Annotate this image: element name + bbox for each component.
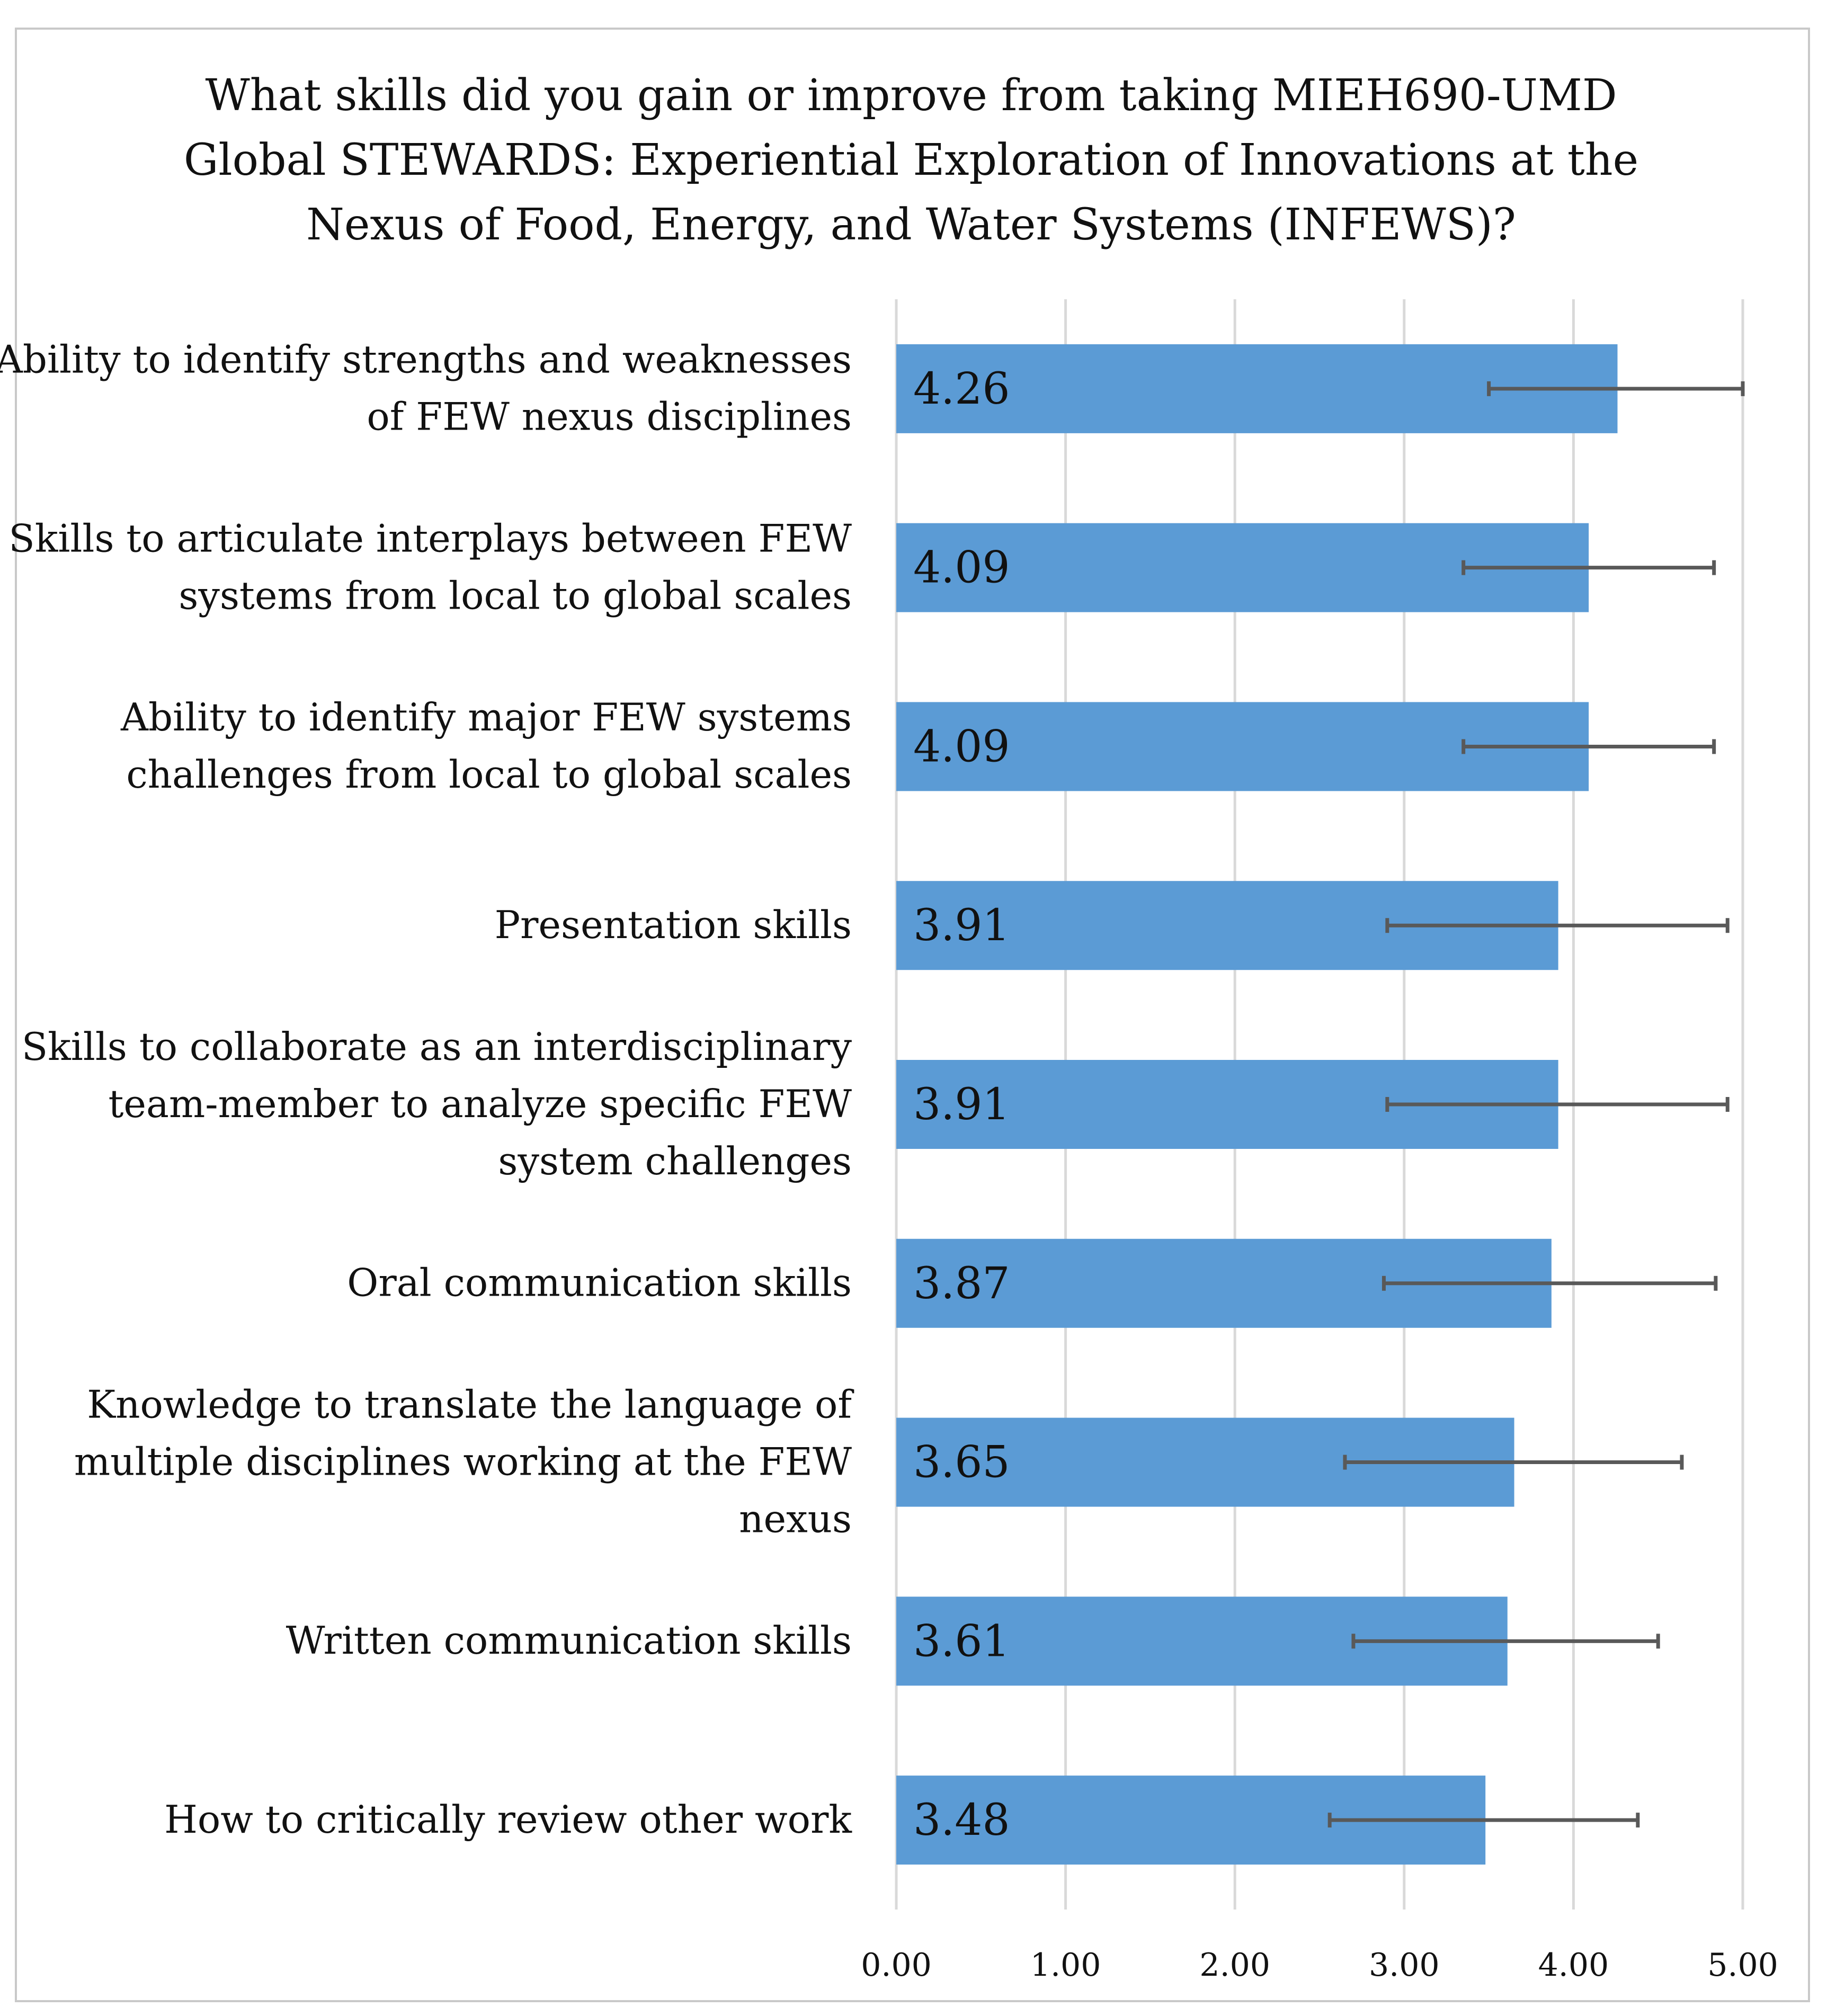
- category-label-line: Written communication skills: [286, 1618, 852, 1663]
- x-tick-label: 5.00: [1707, 1947, 1778, 1984]
- category-label-line: Knowledge to translate the language of: [87, 1382, 854, 1426]
- error-bar: [1461, 560, 1716, 575]
- category-label-line: Skills to articulate interplays between …: [8, 516, 852, 560]
- category-label: Presentation skills: [495, 903, 852, 947]
- category-label-line: Presentation skills: [495, 903, 852, 947]
- category-label-line: challenges from local to global scales: [126, 752, 852, 797]
- category-label: How to critically review other work: [164, 1797, 852, 1842]
- bar-value-label: 4.09: [913, 721, 1010, 772]
- error-bar: [1351, 1634, 1660, 1649]
- error-bar: [1385, 918, 1730, 933]
- category-label-line: Oral communication skills: [347, 1261, 852, 1305]
- x-tick-label: 1.00: [1030, 1947, 1101, 1984]
- error-bar-layer: [1327, 381, 1745, 1828]
- category-label: Ability to identify strengths and weakne…: [0, 337, 852, 439]
- category-label-layer: Ability to identify strengths and weakne…: [0, 337, 854, 1842]
- bar-value-label: 4.26: [913, 364, 1010, 414]
- x-tick-label: 4.00: [1538, 1947, 1609, 1984]
- category-label: Oral communication skills: [347, 1261, 852, 1305]
- chart-title: What skills did you gain or improve from…: [64, 64, 1759, 257]
- category-label: Ability to identify major FEW systems cha…: [120, 695, 852, 797]
- x-tick-label: 2.00: [1199, 1947, 1270, 1984]
- category-label: Knowledge to translate the language of mu…: [74, 1382, 854, 1541]
- bar-value-label: 3.87: [913, 1259, 1010, 1309]
- category-label-line: Skills to collaborate as an interdiscipl…: [22, 1024, 852, 1069]
- bar-value-label: 3.61: [913, 1616, 1010, 1666]
- bar-value-label: 3.91: [913, 900, 1010, 951]
- category-label: Written communication skills: [286, 1618, 852, 1663]
- category-label-line: Ability to identify strengths and weakne…: [0, 337, 852, 382]
- error-bar: [1385, 1097, 1730, 1112]
- category-label: Skills to articulate interplays between …: [8, 516, 852, 618]
- chart-title-line: Nexus of Food, Energy, and Water Systems…: [306, 200, 1516, 250]
- bar-value-label: 3.48: [913, 1795, 1010, 1845]
- value-label-layer: 4.26 4.09 4.09 3.91 3.91 3.87 3.65 3.61 3.48: [913, 364, 1010, 1845]
- x-tick-label-layer: 0.00 1.00 2.00 3.00 4.00 5.00: [861, 1947, 1778, 1984]
- chart-title-line: What skills did you gain or improve from…: [205, 70, 1617, 121]
- category-label-line: nexus: [739, 1496, 852, 1541]
- bar-value-label: 3.65: [913, 1438, 1010, 1488]
- error-bar: [1327, 1813, 1640, 1828]
- category-label-line: team-member to analyze specific FEW: [108, 1082, 852, 1126]
- category-label-line: multiple disciplines working at the FEW: [74, 1439, 852, 1484]
- error-bar: [1343, 1455, 1684, 1470]
- error-bar: [1461, 739, 1716, 754]
- bar-value-label: 4.09: [913, 543, 1010, 593]
- category-label: Skills to collaborate as an interdiscipl…: [22, 1024, 852, 1183]
- chart-title-line: Global STEWARDS: Experiential Exploratio…: [183, 135, 1639, 185]
- category-label-line: system challenges: [498, 1139, 852, 1183]
- category-label-line: systems from local to global scales: [179, 573, 852, 618]
- error-bar: [1382, 1275, 1718, 1291]
- x-tick-label: 0.00: [861, 1947, 932, 1984]
- category-label-line: Ability to identify major FEW systems: [120, 695, 852, 739]
- x-tick-label: 3.00: [1369, 1947, 1440, 1984]
- category-label-line: of FEW nexus disciplines: [367, 395, 852, 439]
- bar-value-label: 3.91: [913, 1080, 1010, 1130]
- error-bar: [1487, 381, 1745, 396]
- category-label-line: How to critically review other work: [164, 1797, 852, 1842]
